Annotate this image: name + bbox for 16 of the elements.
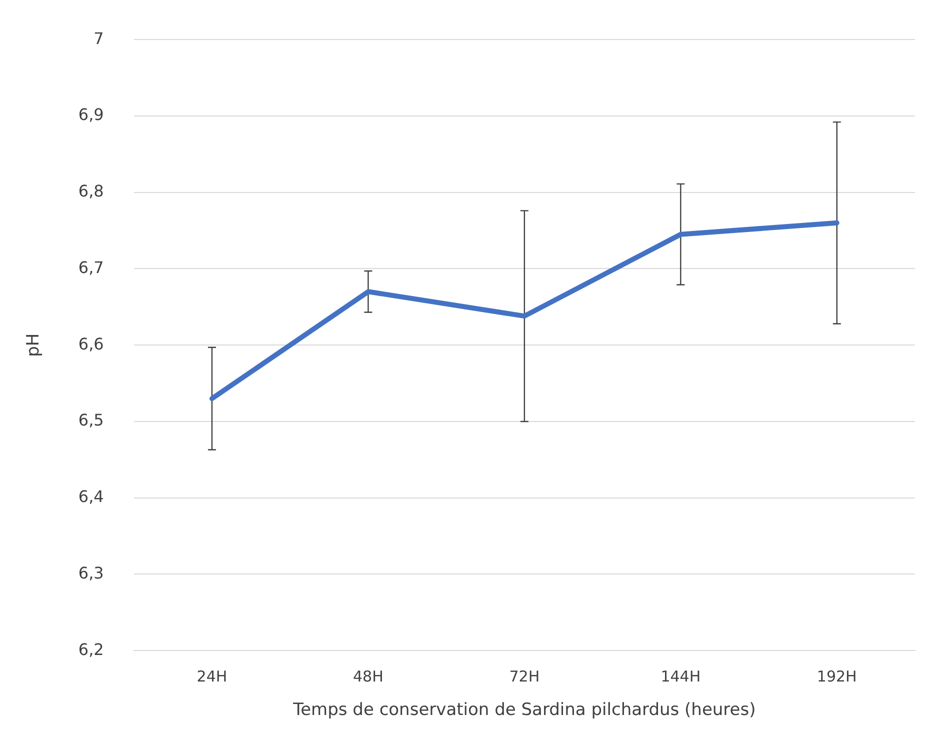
- y-tick-label: 7: [94, 28, 104, 48]
- y-tick-label: 6,4: [78, 487, 104, 506]
- y-tick-label: 6,7: [78, 258, 104, 277]
- x-tick-label: 48H: [353, 667, 384, 686]
- y-tick-label: 6,5: [78, 410, 104, 430]
- x-axis-title: Temps de conservation de Sardina pilchardus (heures): [292, 700, 756, 720]
- y-axis-title: pH: [24, 333, 44, 357]
- y-tick-label: 6,2: [78, 640, 104, 659]
- x-tick-label: 72H: [509, 667, 540, 686]
- y-tick-label: 6,3: [78, 563, 104, 582]
- y-tick-label: 6,8: [78, 182, 104, 201]
- y-tick-label: 6,6: [78, 334, 104, 354]
- y-tick-label: 6,9: [78, 105, 104, 124]
- x-tick-label: 24H: [196, 667, 228, 686]
- x-tick-label: 192H: [816, 667, 857, 686]
- x-tick-label: 144H: [660, 667, 701, 686]
